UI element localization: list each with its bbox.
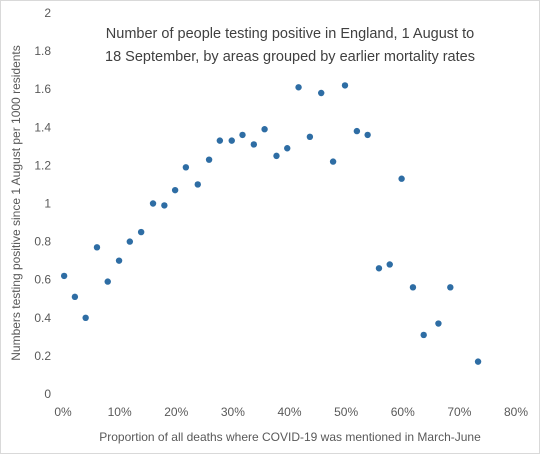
y-tick-label: 1.4 (34, 120, 51, 134)
x-tick-label: 20% (164, 405, 188, 419)
y-tick-label: 1.6 (34, 82, 51, 96)
chart-title-line-2: 18 September, by areas grouped by earlie… (105, 49, 475, 65)
data-point (239, 131, 246, 139)
data-point (171, 186, 179, 194)
x-tick-label: 70% (447, 405, 471, 419)
data-point (216, 137, 224, 144)
data-point (398, 175, 405, 182)
x-tick-label: 30% (221, 405, 245, 419)
x-tick-label: 80% (504, 405, 528, 419)
y-tick-label: 0.4 (34, 311, 51, 325)
y-tick-label: 1 (44, 197, 51, 211)
y-tick-label: 0.8 (34, 235, 51, 249)
data-point (420, 331, 427, 339)
data-point (295, 84, 302, 91)
data-point (182, 164, 190, 171)
data-point (82, 314, 89, 321)
data-point (261, 126, 268, 133)
data-point (205, 156, 213, 163)
data-point (250, 141, 258, 148)
x-tick-label: 60% (391, 405, 415, 419)
data-point (306, 133, 314, 141)
x-axis-ticks: 0% 10% 20% 30% 40% 50% 60% 70% 80% (54, 405, 528, 419)
x-axis-label: Proportion of all deaths where COVID-19 … (99, 430, 481, 444)
y-tick-label: 1.2 (34, 158, 51, 172)
y-tick-label: 1.8 (34, 44, 51, 58)
y-tick-label: 2 (44, 6, 51, 20)
data-point (329, 158, 337, 165)
data-point (318, 89, 325, 97)
data-point (435, 320, 442, 327)
data-point (375, 265, 383, 272)
data-point (126, 238, 134, 245)
data-point (228, 137, 235, 144)
y-tick-label: 0.2 (34, 349, 51, 363)
y-tick-label: 0 (44, 387, 51, 401)
chart-title-line-1: Number of people testing positive in Eng… (106, 26, 474, 42)
data-point (386, 261, 393, 268)
y-axis-label: Numbers testing positive since 1 August … (9, 45, 23, 361)
data-point (104, 278, 111, 285)
data-point (137, 228, 145, 236)
data-point (273, 152, 280, 160)
data-point (71, 293, 79, 301)
data-point (284, 145, 291, 152)
data-point (93, 244, 101, 251)
data-point (341, 82, 349, 89)
data-point (115, 257, 123, 264)
x-tick-label: 40% (277, 405, 301, 419)
x-tick-label: 50% (334, 405, 358, 419)
data-point (60, 272, 68, 280)
y-axis-ticks: 0 0.2 0.4 0.6 0.8 1 1.2 1.4 1.6 1.8 2 (34, 6, 51, 401)
data-point (161, 202, 168, 209)
data-point (194, 181, 201, 188)
data-point (364, 131, 371, 139)
data-point (409, 284, 417, 291)
data-point (353, 127, 361, 135)
x-tick-label: 0% (54, 405, 72, 419)
data-point (149, 200, 157, 207)
data-point (447, 284, 454, 291)
data-points (60, 82, 482, 365)
y-tick-label: 0.6 (34, 273, 51, 287)
x-tick-label: 10% (108, 405, 132, 419)
data-point (474, 358, 482, 365)
